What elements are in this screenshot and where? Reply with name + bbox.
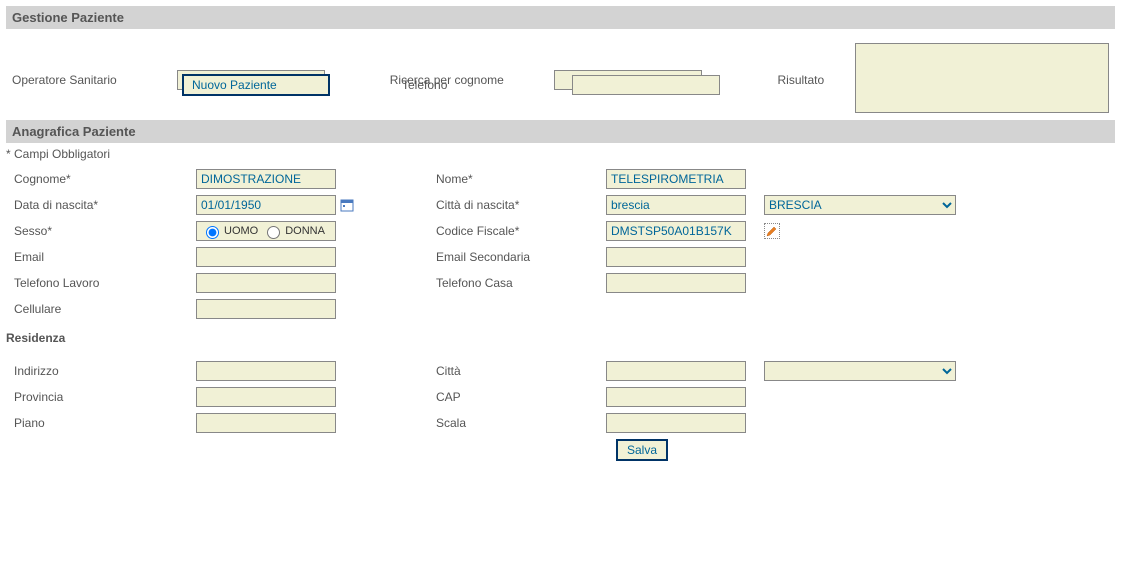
residenza-body: Indirizzo Città Provincia CAP Piano Scal… xyxy=(6,353,1115,461)
email-secondaria-label: Email Secondaria xyxy=(436,250,606,264)
telefono-lavoro-input[interactable] xyxy=(196,273,336,293)
piano-label: Piano xyxy=(14,416,196,430)
sesso-uomo-radio[interactable]: UOMO xyxy=(201,223,258,239)
citta-label: Città xyxy=(436,364,606,378)
nuovo-paziente-button[interactable]: Nuovo Paziente xyxy=(182,74,330,96)
anagrafica-body: Cognome* Nome* Data di nascita* Città di… xyxy=(6,169,1115,319)
citta-nascita-input[interactable] xyxy=(606,195,746,215)
provincia-input[interactable] xyxy=(196,387,336,407)
citta-input[interactable] xyxy=(606,361,746,381)
sesso-label: Sesso* xyxy=(14,224,196,238)
telefono-casa-label: Telefono Casa xyxy=(436,276,606,290)
codice-fiscale-input[interactable] xyxy=(606,221,746,241)
codice-fiscale-label: Codice Fiscale* xyxy=(436,224,606,238)
required-note: * Campi Obbligatori xyxy=(6,143,1115,169)
data-nascita-input[interactable] xyxy=(196,195,336,215)
cap-label: CAP xyxy=(436,390,606,404)
calendar-icon[interactable] xyxy=(340,198,354,212)
operatore-label: Operatore Sanitario xyxy=(12,73,177,87)
indirizzo-label: Indirizzo xyxy=(14,364,196,378)
citta-nascita-label: Città di nascita* xyxy=(436,198,606,212)
citta-nascita-select[interactable]: BRESCIA xyxy=(764,195,956,215)
telefono-casa-input[interactable] xyxy=(606,273,746,293)
risultato-textarea[interactable] xyxy=(855,43,1109,113)
cognome-label: Cognome* xyxy=(14,172,196,186)
sesso-donna-radio[interactable]: DONNA xyxy=(262,223,325,239)
cognome-input[interactable] xyxy=(196,169,336,189)
gestione-header: Gestione Paziente xyxy=(6,6,1115,29)
anagrafica-header: Anagrafica Paziente xyxy=(6,120,1115,143)
telefono-label: Telefono xyxy=(402,78,572,92)
email-label: Email xyxy=(14,250,196,264)
scala-label: Scala xyxy=(436,416,606,430)
data-nascita-label: Data di nascita* xyxy=(14,198,196,212)
residenza-title: Residenza xyxy=(6,325,1115,353)
nome-input[interactable] xyxy=(606,169,746,189)
sesso-radio-group: UOMO DONNA xyxy=(196,221,336,241)
email-input[interactable] xyxy=(196,247,336,267)
indirizzo-input[interactable] xyxy=(196,361,336,381)
telefono-input[interactable] xyxy=(572,75,720,95)
telefono-lavoro-label: Telefono Lavoro xyxy=(14,276,196,290)
email-secondaria-input[interactable] xyxy=(606,247,746,267)
cellulare-label: Cellulare xyxy=(14,302,196,316)
salva-button[interactable]: Salva xyxy=(616,439,668,461)
cap-input[interactable] xyxy=(606,387,746,407)
citta-select[interactable] xyxy=(764,361,956,381)
edit-icon[interactable] xyxy=(764,223,780,239)
piano-input[interactable] xyxy=(196,413,336,433)
cellulare-input[interactable] xyxy=(196,299,336,319)
scala-input[interactable] xyxy=(606,413,746,433)
nome-label: Nome* xyxy=(436,172,606,186)
provincia-label: Provincia xyxy=(14,390,196,404)
gestione-body: Operatore Sanitario Ricerca per cognome … xyxy=(6,29,1115,120)
